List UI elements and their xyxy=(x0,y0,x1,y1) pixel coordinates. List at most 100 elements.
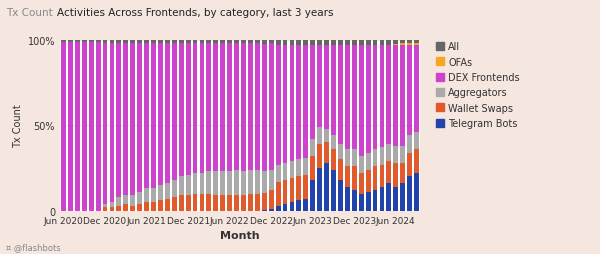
Bar xyxy=(234,196,239,211)
Bar xyxy=(95,42,101,211)
Bar xyxy=(400,146,405,163)
Bar xyxy=(248,170,253,194)
Bar xyxy=(352,46,356,150)
Bar xyxy=(380,165,385,187)
Bar xyxy=(373,190,377,211)
Bar xyxy=(214,196,218,211)
Bar xyxy=(345,187,350,211)
Bar xyxy=(193,41,197,44)
Bar xyxy=(116,41,121,44)
Bar xyxy=(130,206,135,211)
Bar xyxy=(394,146,398,163)
Bar xyxy=(158,44,163,185)
Bar xyxy=(89,42,94,211)
Bar xyxy=(214,41,218,44)
Bar xyxy=(75,41,80,42)
Bar xyxy=(110,202,115,208)
Bar xyxy=(234,41,239,44)
Bar xyxy=(386,184,391,211)
Bar xyxy=(255,170,260,194)
Bar xyxy=(310,180,315,211)
Bar xyxy=(116,206,121,211)
Bar xyxy=(373,46,377,150)
Bar xyxy=(310,139,315,156)
Bar xyxy=(130,44,135,196)
Bar xyxy=(317,128,322,145)
Bar xyxy=(331,41,336,46)
Bar xyxy=(386,162,391,184)
Bar xyxy=(151,44,156,189)
Bar xyxy=(269,209,274,211)
Bar xyxy=(338,145,343,160)
Bar xyxy=(352,167,356,190)
Bar xyxy=(414,150,419,173)
Bar xyxy=(68,42,73,211)
Bar xyxy=(255,41,260,44)
Bar xyxy=(185,196,191,211)
Bar xyxy=(283,180,287,204)
Bar xyxy=(214,44,218,172)
Bar xyxy=(262,45,266,171)
Bar xyxy=(137,204,142,211)
Bar xyxy=(158,41,163,44)
Bar xyxy=(275,182,281,206)
Bar xyxy=(373,41,377,46)
Bar xyxy=(380,41,385,46)
Bar xyxy=(151,41,156,44)
Bar xyxy=(394,187,398,211)
Bar xyxy=(241,172,246,196)
Bar xyxy=(407,44,412,46)
Bar xyxy=(414,133,419,150)
Bar xyxy=(352,41,356,46)
Bar xyxy=(380,148,385,165)
Bar xyxy=(324,46,329,129)
Bar xyxy=(165,199,170,211)
Bar xyxy=(400,41,405,44)
Bar xyxy=(61,42,66,211)
Bar xyxy=(130,196,135,206)
Bar xyxy=(407,177,412,211)
Bar xyxy=(345,46,350,150)
Bar xyxy=(345,41,350,46)
Bar xyxy=(165,44,170,184)
Bar xyxy=(324,41,329,46)
Bar xyxy=(158,201,163,211)
Bar xyxy=(255,194,260,211)
Bar xyxy=(137,44,142,192)
Bar xyxy=(262,41,266,45)
Bar xyxy=(296,201,301,211)
Bar xyxy=(227,172,232,196)
Bar xyxy=(151,189,156,202)
Bar xyxy=(290,202,295,211)
Bar xyxy=(290,162,295,179)
Bar xyxy=(310,41,315,46)
Bar xyxy=(234,44,239,170)
Bar xyxy=(345,167,350,187)
Bar xyxy=(394,163,398,187)
Bar xyxy=(400,46,405,146)
Bar xyxy=(324,163,329,211)
Bar xyxy=(331,170,336,211)
Bar xyxy=(68,41,73,42)
Bar xyxy=(310,46,315,139)
Bar xyxy=(214,172,218,196)
Bar xyxy=(116,197,121,206)
Bar xyxy=(193,173,197,194)
Bar xyxy=(262,171,266,193)
Bar xyxy=(275,206,281,211)
Bar xyxy=(386,46,391,145)
Bar xyxy=(234,170,239,196)
Bar xyxy=(359,156,364,173)
Bar xyxy=(394,41,398,45)
Bar xyxy=(400,44,405,46)
Bar xyxy=(380,46,385,148)
Bar xyxy=(373,150,377,167)
Bar xyxy=(172,180,176,197)
Bar xyxy=(199,44,205,173)
Bar xyxy=(227,44,232,172)
Bar xyxy=(124,204,128,211)
Bar xyxy=(338,180,343,211)
Bar xyxy=(275,46,281,165)
Bar xyxy=(179,44,184,177)
Bar xyxy=(158,185,163,201)
